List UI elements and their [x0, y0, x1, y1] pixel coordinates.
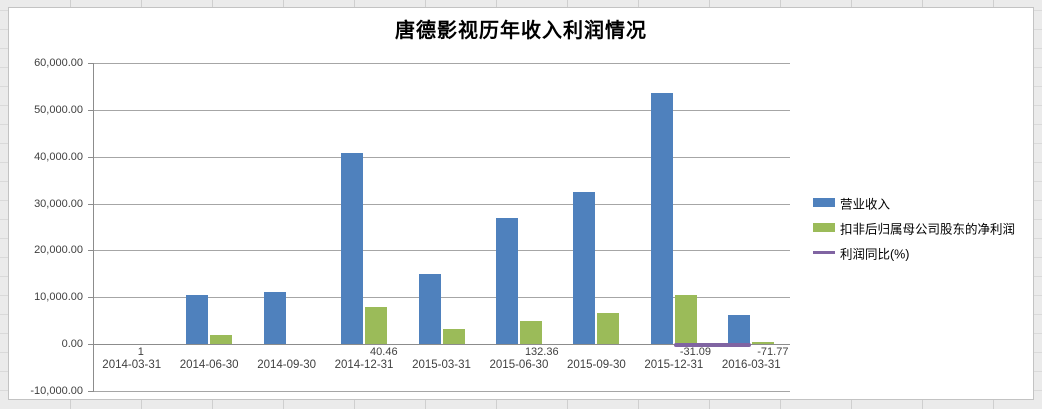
profit-yoy-data-label: 1	[137, 346, 144, 358]
y-axis-label: 50,000.00	[34, 103, 83, 116]
y-axis-label: 20,000.00	[34, 244, 83, 257]
legend-label: 扣非后归属母公司股东的净利润	[840, 222, 1016, 237]
legend-label: 营业收入	[840, 197, 891, 212]
net-profit-bar[interactable]	[442, 329, 465, 344]
y-axis-label: 30,000.00	[34, 197, 83, 210]
revenue-bar[interactable]	[263, 292, 286, 344]
y-axis-label: -10,000.00	[30, 384, 83, 397]
y-axis-tick	[88, 63, 93, 64]
y-gridline	[93, 390, 790, 392]
x-axis-label: 2014-12-31	[334, 359, 394, 371]
x-axis-label: 2015-06-30	[489, 359, 549, 371]
y-axis-tick	[88, 203, 93, 205]
legend: 营业收入扣非后归属母公司股东的净利润 利润同比(%)	[813, 193, 1028, 268]
y-gridline	[93, 344, 790, 345]
revenue-bar[interactable]	[573, 192, 596, 344]
y-axis-tick	[88, 156, 93, 158]
y-axis-tick	[88, 109, 93, 111]
net-profit-bar[interactable]	[519, 320, 542, 344]
y-gridline	[93, 109, 790, 111]
revenue-bar[interactable]	[418, 273, 441, 344]
legend-bar-swatch	[813, 223, 835, 232]
x-axis-label: 2015-12-31	[644, 359, 704, 371]
y-gridline	[93, 156, 790, 158]
net-profit-bar[interactable]	[674, 294, 697, 344]
x-axis-label: 2015-03-31	[412, 359, 471, 371]
x-axis-label: 2015-09-30	[566, 359, 626, 371]
net-profit-bar[interactable]	[752, 341, 775, 344]
x-axis-label: 2016-03-31	[721, 359, 781, 371]
y-axis-tick	[88, 250, 93, 252]
y-gridline	[93, 297, 790, 299]
chart-title[interactable]: 唐德影视历年收入利润情况	[395, 20, 647, 42]
profit-yoy-data-label: 132.36	[524, 346, 559, 358]
legend-item-profit-yoy[interactable]: 利润同比(%)	[813, 243, 1028, 263]
legend-label: 利润同比(%)	[840, 247, 910, 262]
y-axis-label: 60,000.00	[34, 57, 83, 69]
profit-yoy-data-label: 40.46	[370, 346, 398, 358]
profit-yoy-data-label: -71.77	[757, 346, 789, 358]
y-axis-label: 0.00	[61, 338, 83, 350]
revenue-bar[interactable]	[650, 92, 673, 344]
revenue-bar[interactable]	[495, 218, 518, 344]
y-axis-tick	[88, 390, 93, 392]
x-axis-label: 2014-03-31	[102, 359, 162, 371]
y-axis-label: 40,000.00	[34, 150, 83, 163]
chart-area[interactable]: 唐德影视历年收入利润情况 营业收入扣非后归属母公司股东的净利润 利润同比(%) 6…	[8, 7, 1034, 400]
y-axis-label: 10,000.00	[34, 291, 83, 304]
profit-yoy-data-label: -31.09	[679, 346, 712, 358]
y-gridline	[93, 203, 790, 205]
revenue-bar[interactable]	[186, 295, 209, 344]
y-axis-line	[93, 63, 94, 392]
legend-item-revenue[interactable]: 营业收入	[813, 193, 1028, 213]
revenue-bar[interactable]	[341, 152, 364, 344]
net-profit-bar[interactable]	[597, 312, 620, 344]
y-axis-tick	[88, 344, 93, 345]
y-gridline	[93, 250, 790, 252]
revenue-bar[interactable]	[728, 315, 751, 344]
x-axis-label: 2014-09-30	[257, 359, 317, 371]
net-profit-bar[interactable]	[365, 306, 388, 344]
y-axis-tick	[88, 297, 93, 299]
x-axis-label: 2014-06-30	[179, 359, 239, 371]
profit-yoy-line[interactable]	[673, 343, 752, 347]
legend-line-swatch	[813, 251, 835, 254]
legend-bar-swatch	[813, 198, 835, 207]
y-gridline	[93, 63, 790, 64]
net-profit-bar[interactable]	[210, 334, 233, 344]
legend-item-net-profit[interactable]: 扣非后归属母公司股东的净利润	[813, 218, 1028, 238]
